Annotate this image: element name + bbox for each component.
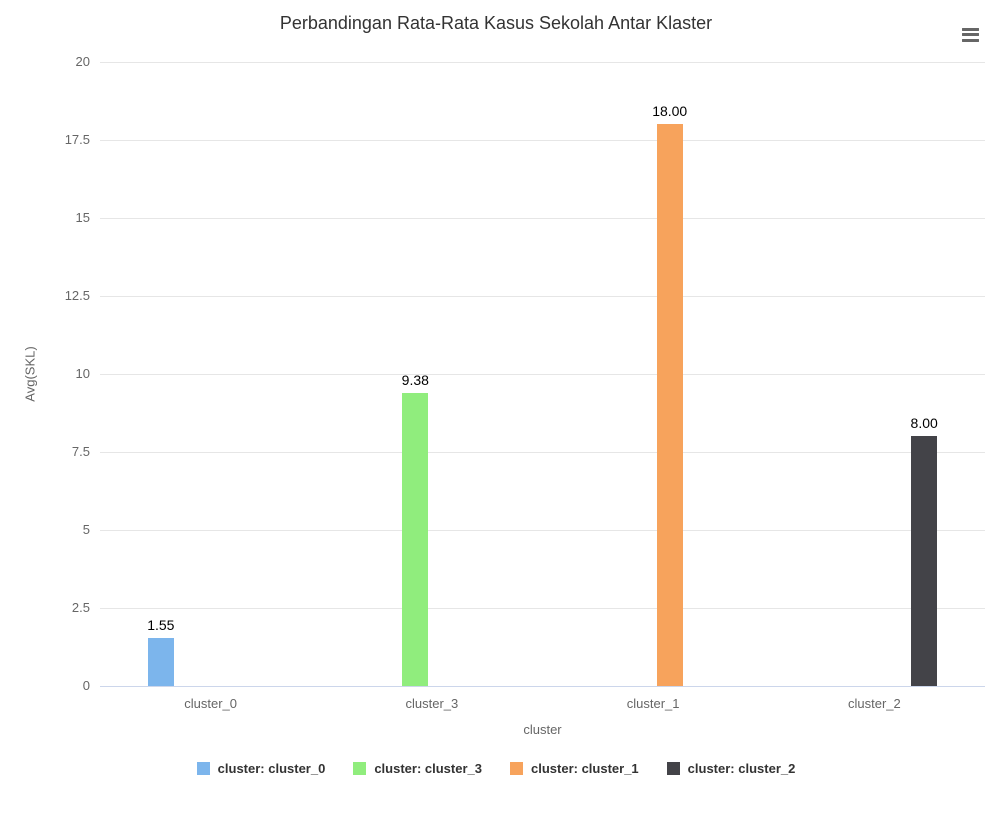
bar-value-label: 9.38 (401, 372, 429, 389)
gridline (100, 295, 985, 297)
gridline (100, 373, 985, 375)
hamburger-menu-icon (961, 27, 979, 31)
gridline (100, 139, 985, 141)
bar-cluster_0[interactable] (147, 637, 174, 686)
x-tick-label: cluster_2 (848, 696, 901, 711)
y-tick-label: 0 (82, 678, 90, 693)
y-tick-label: 17.5 (64, 132, 90, 147)
chart-context-menu-button[interactable] (958, 22, 982, 44)
gridline (100, 61, 985, 63)
legend-item-cluster_2[interactable]: cluster: cluster_2 (666, 761, 796, 776)
x-tick-label: cluster_3 (405, 696, 459, 711)
hamburger-menu-icon (961, 38, 979, 42)
legend-item-cluster_3[interactable]: cluster: cluster_3 (353, 761, 482, 776)
gridline (100, 685, 985, 687)
y-tick-label: 10 (75, 366, 90, 381)
legend-swatch-icon (353, 762, 367, 775)
y-tick-label: 15 (75, 210, 90, 225)
legend-item-cluster_0[interactable]: cluster: cluster_0 (196, 761, 326, 776)
legend-swatch-icon (666, 762, 680, 775)
bar-value-label: 1.55 (147, 616, 175, 633)
legend-label: cluster: cluster_1 (531, 761, 639, 776)
legend-item-cluster_1[interactable]: cluster: cluster_1 (510, 761, 639, 776)
x-axis-title: cluster (523, 722, 562, 737)
y-tick-label: 2.5 (71, 600, 90, 615)
legend: cluster: cluster_0 cluster: cluster_3 clus… (0, 761, 992, 776)
legend-label: cluster: cluster_3 (374, 761, 482, 776)
y-tick-label: 20 (75, 54, 90, 69)
bar-cluster_2[interactable] (911, 436, 938, 686)
legend-swatch-icon (196, 762, 210, 775)
gridline (100, 607, 985, 609)
legend-label: cluster: cluster_0 (217, 761, 326, 776)
gridline (100, 451, 985, 453)
y-tick-label: 12.5 (64, 288, 90, 303)
bar-cluster_3[interactable] (402, 393, 429, 686)
bar-value-label: 8.00 (910, 415, 938, 432)
y-axis-title: Avg(SKL) (22, 346, 38, 402)
legend-label: cluster: cluster_2 (687, 761, 796, 776)
gridline (100, 529, 985, 531)
y-tick-label: 7.5 (71, 444, 90, 459)
bar-value-label: 18.00 (652, 103, 688, 120)
x-tick-label: cluster_1 (626, 696, 680, 711)
y-tick-label: 5 (82, 522, 90, 537)
chart-title: Perbandingan Rata-Rata Kasus Sekolah Ant… (279, 13, 713, 33)
bar-cluster_1[interactable] (656, 124, 683, 686)
x-tick-label: cluster_0 (184, 696, 237, 711)
gridline (100, 217, 985, 219)
hamburger-menu-icon (961, 33, 979, 36)
legend-swatch-icon (510, 762, 523, 775)
